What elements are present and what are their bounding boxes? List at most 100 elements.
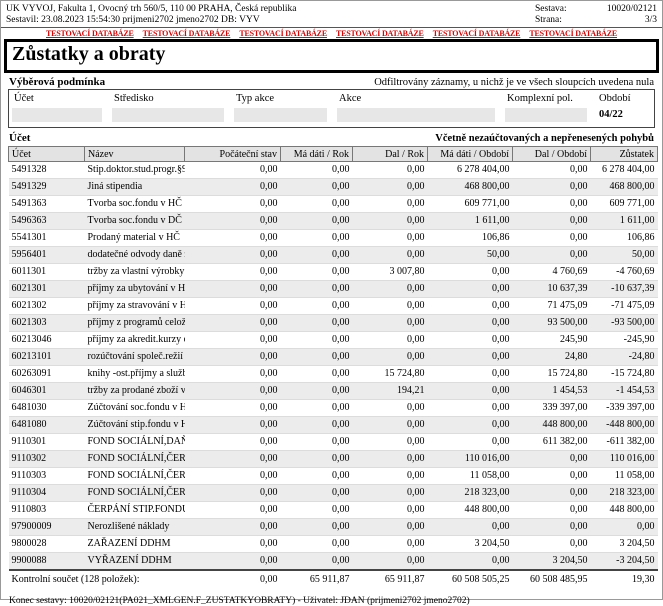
cell-dal-rok: 0,00 [352,229,428,247]
table-row: 6011301 tržby za vlastní výrobky v 0,00 … [8,263,658,281]
cell-nazev: Tvorba soc.fondu v HČ [84,195,185,213]
cell-dal-obdobi: 1 454,53 [512,382,591,400]
test-database-banner: TESTOVACÍ DATABÁZE TESTOVACÍ DATABÁZE TEST… [1,28,662,38]
cell-ma-dati-rok: 0,00 [280,348,353,366]
cell-ma-dati-obdobi: 0,00 [427,263,513,281]
total-dal-obdobi: 60 508 485,95 [530,574,588,585]
table-row: 9110302 FOND SOCIÁLNÍ,ČERP 0,00 0,00 0,0… [8,450,658,468]
filter-field-label: Středisko [114,93,154,104]
cell-pocatecni-stav: 0,00 [184,433,281,451]
cell-ucet: 6481030 [8,399,85,417]
col-dal-rok: Dal / Rok [352,146,428,162]
cell-ma-dati-rok: 0,00 [280,229,353,247]
cell-ma-dati-rok: 0,00 [280,263,353,281]
cell-pocatecni-stav: 0,00 [184,501,281,519]
cell-zustatek: 110 016,00 [590,450,658,468]
cell-dal-rok: 0,00 [352,450,428,468]
cell-dal-rok: 0,00 [352,484,428,502]
cell-ucet: 9900088 [11,555,47,566]
cell-dal-obdobi: 0,00 [512,450,591,468]
cell-zustatek: -448 800,00 [590,416,658,434]
cell-zustatek: 1 611,00 [590,212,658,230]
test-database-banner-text: TESTOVACÍ DATABÁZE [46,29,134,38]
cell-dal-obdobi: 15 724,80 [512,365,591,383]
cell-nazev: knihy -ost.příjmy a služby [84,365,185,383]
total-ma-dati-rok: 65 911,87 [309,574,350,585]
created-line: Sestavil: 23.08.2023 15:54:30 prijmeni27… [6,15,260,25]
cell-ucet: 9800028 [8,535,85,553]
cell-nazev: Zúčtování soc.fondu v HČ [84,399,185,417]
strana-row: Strana: 3/3 [535,15,657,26]
cell-nazev: Zúčtování stip.fondu v HČ [84,416,185,434]
title-box: Zůstatky a obraty [4,39,659,73]
cell-dal-rok: 0,00 [352,161,428,179]
cell-ma-dati-rok: 0,00 [280,450,353,468]
cell-zustatek: -15 724,80 [590,365,658,383]
cell-ucet: 5491363 [8,195,85,213]
filter-heading: Výběrová podmínka [9,76,106,88]
table-row: 9110303 FOND SOCIÁLNÍ,ČERP 0,00 0,00 0,0… [8,467,658,485]
cell-zustatek: -339 397,00 [590,399,658,417]
cell-dal-obdobi: 93 500,00 [512,314,591,332]
cell-dal-obdobi: 611 382,00 [512,433,591,451]
filter-field-value [112,108,224,122]
col-zustatek: Zůstatek [590,146,658,162]
table-row: 6046301 tržby za prodané zboží v D 0,00 … [8,382,658,400]
cell-ma-dati-rok: 0,00 [280,161,353,179]
cell-dal-obdobi: 448 800,00 [512,416,591,434]
cell-zustatek: 106,86 [590,229,658,247]
table-row: 9110803 ČERPÁNÍ STIP.FONDU 0,00 0,00 0,0… [8,501,658,519]
cell-ma-dati-obdobi: 11 058,00 [427,467,513,485]
cell-ma-dati-rok: 0,00 [280,416,353,434]
cell-dal-obdobi: 0,00 [512,501,591,519]
filter-field-value: 04/22 [599,109,623,120]
table-row: 60213046 příjmy za akredit.kurzy ost 0,0… [8,331,658,349]
cell-ma-dati-obdobi: 468 800,00 [427,178,513,196]
test-database-banner-text: TESTOVACÍ DATABÁZE [239,29,327,38]
cell-nazev: ZAŘAZENÍ DDHM [84,535,185,553]
filter-heading-row: Výběrová podmínka Odfiltrovány záznamy, … [9,76,654,88]
cell-zustatek: -245,90 [590,331,658,349]
filter-field-label: Typ akce [236,93,275,104]
cell-dal-obdobi: 0,00 [512,229,591,247]
table-header: Účet Název Počáteční stav Má dáti / Rok … [8,146,658,162]
cell-pocatecni-stav: 0,00 [184,229,281,247]
filter-field-label: Období [599,93,631,104]
cell-ma-dati-rok: 0,00 [280,280,353,298]
cell-dal-obdobi: 245,90 [512,331,591,349]
cell-zustatek: 609 771,00 [590,195,658,213]
cell-dal-rok: 0,00 [352,280,428,298]
cell-dal-rok: 0,00 [352,399,428,417]
cell-ucet: 6011301 [8,263,85,281]
cell-ma-dati-obdobi: 1 611,00 [427,212,513,230]
cell-zustatek: 468 800,00 [590,178,658,196]
cell-nazev: příjmy z programů celoživ [84,314,185,332]
cell-ma-dati-rok: 0,00 [280,399,353,417]
table-row: 5541301 Prodaný material v HČ 0,00 0,00 … [8,229,658,247]
table-row: 60263091 knihy -ost.příjmy a služby 0,00… [8,365,658,383]
cell-dal-obdobi: 0,00 [512,535,591,553]
cell-dal-rok: 0,00 [352,314,428,332]
cell-pocatecni-stav: 0,00 [184,195,281,213]
cell-pocatecni-stav: 0,00 [184,399,281,417]
filter-field: Komplexní pol. [505,92,597,122]
cell-dal-obdobi: 0,00 [512,484,591,502]
cell-dal-rok: 0,00 [352,297,428,315]
cell-pocatecni-stav: 0,00 [184,518,281,536]
cell-nazev: dodatečné odvody daně z p [84,246,185,264]
cell-dal-rok: 0,00 [352,331,428,349]
cell-dal-obdobi: 3 204,50 [552,555,588,566]
cell-ma-dati-obdobi: 0,00 [427,416,513,434]
cell-dal-obdobi: 0,00 [512,246,591,264]
control-sum-label: Kontrolní součet (128 položek): [11,574,140,585]
cell-dal-obdobi: 0,00 [512,178,591,196]
cell-ucet: 5541301 [8,229,85,247]
table-row: 9900088 VYŘAZENÍ DDHM 0,00 0,00 0,00 0,0… [8,552,658,570]
total-ma-dati-obdobi: 60 508 505,25 [452,574,510,585]
cell-ucet: 60213101 [8,348,85,366]
cell-pocatecni-stav: 0,00 [184,263,281,281]
cell-ma-dati-rok: 0,00 [280,331,353,349]
table-row: 6021302 příjmy za stravování v HČ 0,00 0… [8,297,658,315]
cell-ma-dati-obdobi: 6 278 404,00 [427,161,513,179]
cell-pocatecni-stav: 0,00 [184,212,281,230]
